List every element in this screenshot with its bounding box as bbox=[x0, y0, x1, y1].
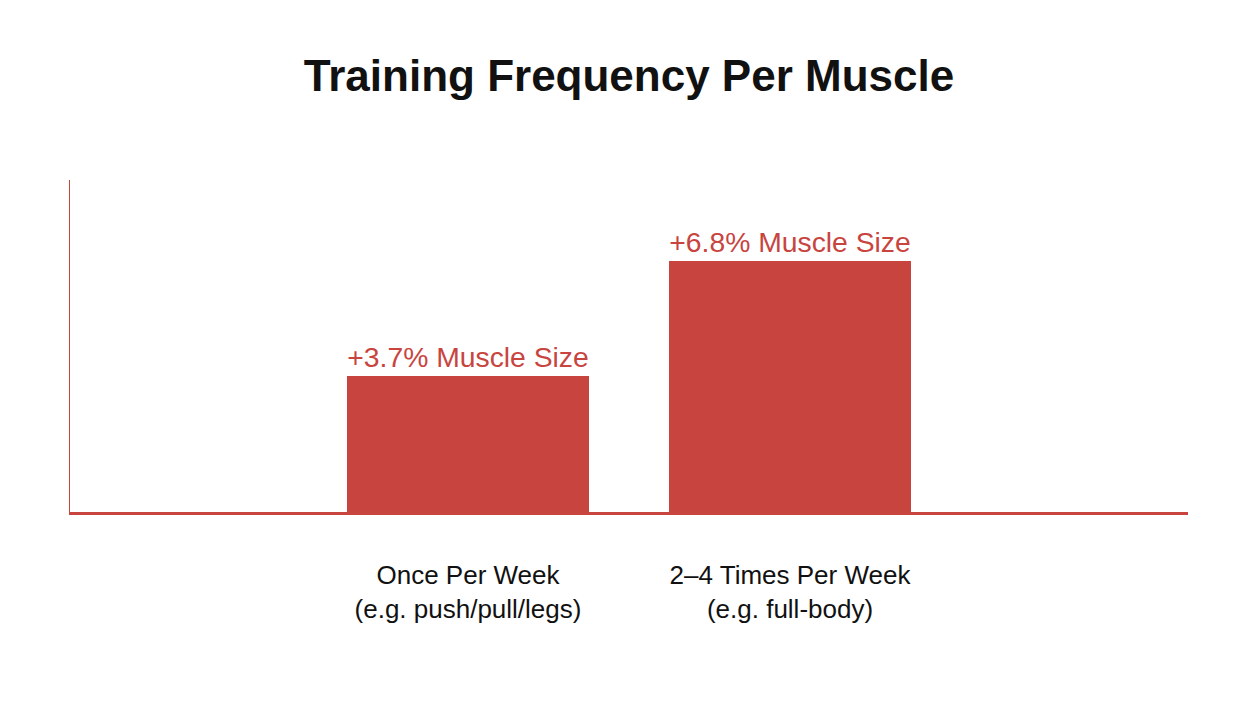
svg-text:Once Per Week(e.g. push/pull/l: Once Per Week(e.g. push/pull/legs) bbox=[355, 560, 582, 624]
svg-text:+6.8% Muscle Size: +6.8% Muscle Size bbox=[669, 226, 910, 258]
svg-text:Training Frequency Per Muscle: Training Frequency Per Muscle bbox=[304, 51, 954, 100]
svg-text:2–4 Times Per Week(e.g. full-b: 2–4 Times Per Week(e.g. full-body) bbox=[670, 560, 912, 624]
svg-text:+3.7% Muscle Size: +3.7% Muscle Size bbox=[347, 341, 588, 373]
